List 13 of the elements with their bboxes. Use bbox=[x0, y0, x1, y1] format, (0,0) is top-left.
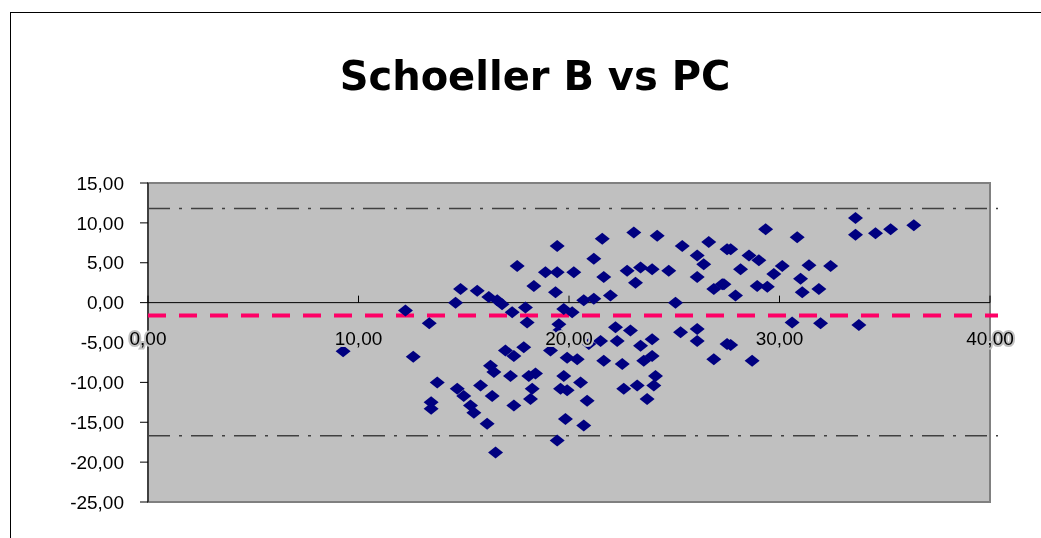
y-tick-label: 15,00 bbox=[76, 172, 124, 194]
x-tick-label: 10,00 bbox=[334, 328, 383, 350]
y-tick-label: -20,00 bbox=[70, 451, 124, 473]
y-tick-label: 0,00 bbox=[87, 292, 124, 314]
x-tick-label: 30,00 bbox=[755, 328, 804, 350]
chart-title: Schoeller B vs PC bbox=[339, 53, 731, 99]
x-tick-label: 40,00 bbox=[966, 328, 1014, 350]
y-tick-label: -10,00 bbox=[70, 372, 124, 394]
y-tick-label: 5,00 bbox=[87, 252, 124, 274]
y-tick-label: -15,00 bbox=[70, 411, 124, 433]
y-tick-label: -25,00 bbox=[70, 491, 124, 513]
y-tick-label: 10,00 bbox=[76, 212, 124, 234]
y-tick-label: -5,00 bbox=[80, 332, 124, 354]
